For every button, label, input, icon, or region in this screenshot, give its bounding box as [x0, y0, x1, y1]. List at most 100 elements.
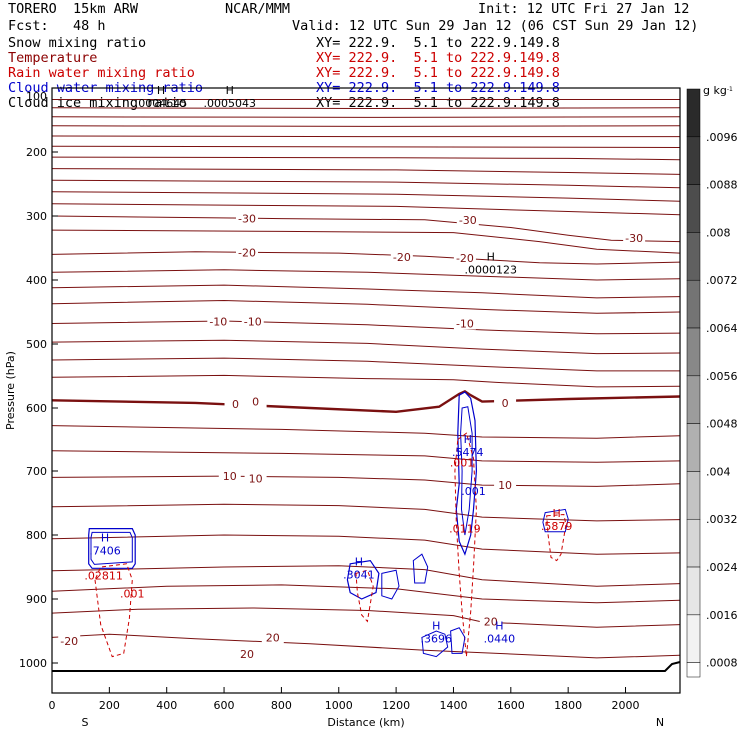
temp-label-8: -10: [456, 318, 474, 331]
temperature-contour-27: [51, 565, 681, 587]
temperature-contour-20: [51, 374, 681, 388]
x-tick-label-1: 200: [99, 699, 120, 712]
cloud-water-contour-8: [412, 553, 429, 584]
colorbar-tick-0: .0096: [706, 131, 738, 144]
x-tick-label-3: 600: [214, 699, 235, 712]
temp-label-1: -30: [459, 214, 477, 227]
cloud-water-contour-9: [421, 630, 449, 658]
max-mark-7: H: [553, 507, 561, 520]
temperature-contour-19: [51, 357, 680, 372]
rain-contour-1: [94, 563, 133, 658]
forecast-hour: Fcst: 48 h: [8, 18, 106, 34]
temp-label-15: 20: [484, 615, 498, 628]
temp-label-bg-6: [207, 314, 230, 328]
hydrometeor-contours: [88, 391, 569, 658]
temperature-contour-8: [51, 179, 681, 189]
colorbar: .0096 .0088 .008 .0072 .0064 .0056 .0048 .004 .0…: [686, 84, 738, 678]
temp-label-bg-15: [479, 614, 502, 628]
colorbar-swatch-3: [686, 232, 701, 281]
temp-label-bg-18: [58, 634, 81, 648]
colorbar-swatch-8: [686, 471, 701, 520]
max-value-7: .5879: [541, 520, 573, 533]
temperature-contour-24: [51, 475, 681, 487]
colorbar-tick-8: .0032: [706, 513, 738, 526]
cloud-water-contour-6: [346, 559, 380, 600]
x-tick-label-9: 1800: [554, 699, 582, 712]
model-title: TORERO 15km ARW: [8, 1, 139, 17]
temp-label-17: 20: [240, 648, 254, 661]
temp-label-bg-9: [224, 397, 247, 411]
max-mark-3: H: [464, 433, 472, 446]
temp-label-9: 0: [232, 398, 239, 411]
temp-label-6: -10: [209, 316, 227, 329]
terrain-line: [52, 661, 681, 672]
cloud-water-contour-7: [381, 569, 400, 600]
temp-label-bg-4: [390, 249, 413, 263]
temperature-contour-6: [51, 156, 681, 161]
colorbar-swatch-0: [686, 88, 701, 138]
temp-label-bg-16: [261, 630, 284, 644]
colorbar-tick-4: .0064: [706, 322, 738, 335]
temperature-contour-11: [51, 215, 681, 243]
temp-label-bg-3: [235, 245, 258, 259]
colorbar-swatch-2: [686, 184, 701, 233]
cloud-water-contour-1: [88, 528, 136, 569]
temp-label-12: 10: [223, 470, 237, 483]
plot-frame: [51, 87, 681, 694]
max-value-9: .02811: [84, 570, 123, 583]
temperature-contour-25: [51, 503, 681, 522]
temperature-contour-9: [51, 191, 681, 202]
temp-label-7: -10: [244, 316, 262, 329]
temperature-contour-17: [51, 320, 681, 335]
temp-label-bg-17: [235, 647, 258, 661]
temp-label-13: 10: [249, 473, 263, 486]
y-axis-title: Pressure (hPa): [4, 351, 17, 430]
temperature-contour-23: [51, 450, 681, 463]
temperature-contour-18: [51, 339, 681, 355]
y-tick-label-8: 1000: [19, 657, 47, 670]
x-tick-label-10: 2000: [612, 699, 640, 712]
colorbar-tick-1: .0088: [706, 179, 738, 192]
temp-label-bg-5: [453, 251, 476, 265]
max-value-13: .0440: [484, 632, 516, 645]
legend-temperature-xy: XY= 222.9. 5.1 to 222.9.149.8: [316, 50, 560, 66]
temp-label-5: -20: [456, 252, 474, 265]
temp-label-bg-1: [456, 212, 479, 226]
x-tick-label-8: 1600: [497, 699, 525, 712]
temp-label-11: 0: [502, 397, 509, 410]
y-top-label: 100: [26, 90, 47, 103]
temperature-contour-28: [51, 584, 681, 604]
temp-label-bg-12: [218, 469, 241, 483]
valid-time: Valid: 12 UTC Sun 29 Jan 12 (06 CST Sun …: [292, 18, 699, 34]
max-value-12: .3696: [421, 632, 453, 645]
max-mark-11: H: [355, 555, 363, 568]
max-mark-12: H: [432, 619, 440, 632]
cloud-water-contour-10: [450, 627, 466, 654]
rain-contour-2: [454, 432, 477, 657]
temperature-contour-22: [51, 425, 681, 439]
x-tick-label-5: 1000: [325, 699, 353, 712]
max-value-10: .001: [120, 588, 145, 601]
temp-label-0: -30: [238, 213, 256, 226]
x-tick-label-4: 800: [271, 699, 292, 712]
max-value-3: .5474: [452, 446, 484, 459]
y-tick-label-1: 300: [26, 210, 47, 223]
legend-snow-name: Snow mixing ratio: [8, 35, 147, 51]
temp-label-14: 10: [498, 479, 512, 492]
contour-labels: -30 -30-30-20 -20 -20-10 -10 -100 0 010 10 102020…: [58, 84, 646, 661]
colorbar-swatch-blank: [686, 662, 701, 678]
start-label: S: [82, 716, 89, 729]
colorbar-tick-7: .004: [706, 465, 731, 478]
temp-label-bg-11: [494, 395, 517, 409]
colorbar-tick-3: .0072: [706, 274, 738, 287]
cloud-water-contour-2: [90, 531, 133, 565]
colorbar-tick-6: .0048: [706, 418, 738, 431]
colorbar-swatch-9: [686, 518, 701, 568]
cloud-water-contour-4: [460, 406, 473, 536]
temp-label-bg-2: [623, 230, 646, 244]
temperature-contour-13: [51, 251, 681, 265]
max-value-1: .0005043: [204, 97, 257, 110]
y-tick-label-0: 200: [26, 146, 47, 159]
temp-label-bg-10: [244, 394, 267, 408]
